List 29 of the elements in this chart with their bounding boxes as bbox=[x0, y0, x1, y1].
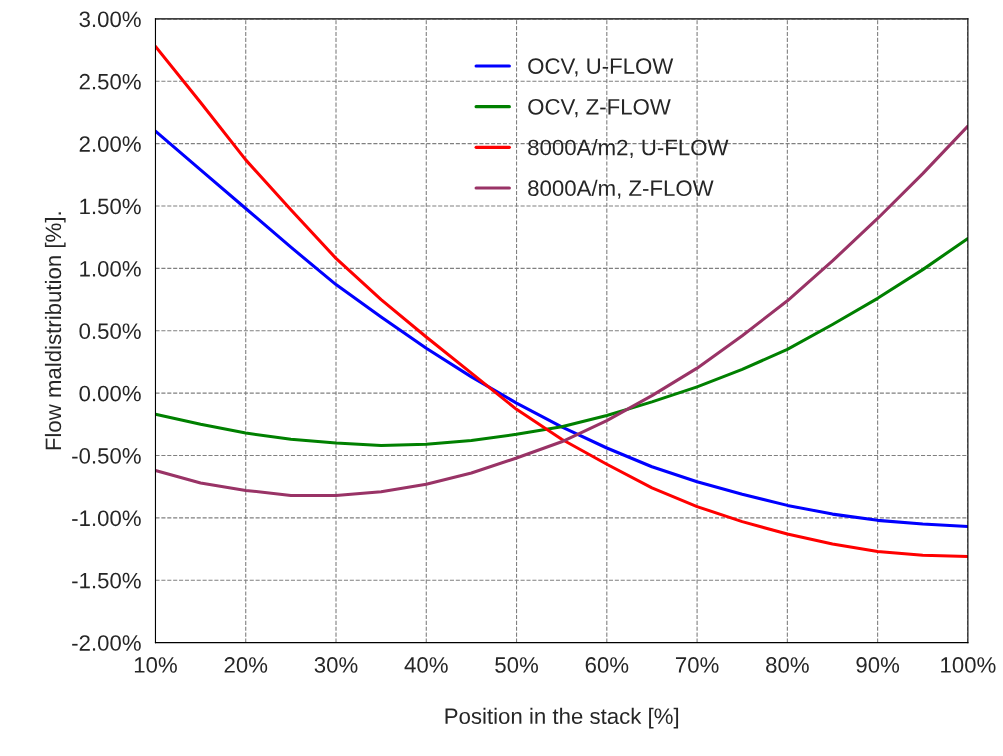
x-tick-label: 70% bbox=[675, 657, 719, 673]
y-tick-label: -1.00% bbox=[72, 510, 141, 527]
y-tick-label: 2.00% bbox=[79, 136, 141, 152]
x-tick-label: 90% bbox=[856, 657, 900, 673]
line-series bbox=[155, 236, 968, 448]
line-series bbox=[155, 44, 968, 559]
x-tick-label: 30% bbox=[314, 657, 358, 673]
y-tick-label: -2.00% bbox=[72, 635, 141, 651]
x-tick-label: 80% bbox=[766, 657, 809, 673]
x-axis-title: Position in the stack [%] bbox=[445, 707, 679, 729]
y-tick-label: 0.00% bbox=[79, 385, 141, 402]
x-tick-label: 50% bbox=[495, 657, 538, 673]
x-tick-label: 60% bbox=[585, 657, 629, 673]
x-tick-label: 40% bbox=[404, 657, 448, 673]
y-tick-label: 1.00% bbox=[80, 260, 141, 277]
y-tick-label: -1.50% bbox=[72, 572, 141, 589]
x-tick-label: 20% bbox=[224, 657, 268, 673]
y-tick-label: 2.50% bbox=[79, 73, 141, 90]
legend-label: 8000A/m2, U-FLOW bbox=[528, 139, 729, 158]
y-tick-label: 0.50% bbox=[79, 323, 141, 340]
y-tick-label: -0.50% bbox=[72, 448, 141, 464]
x-tick-label: 100% bbox=[941, 657, 996, 673]
legend-label: 8000A/m, Z-FLOW bbox=[528, 179, 714, 199]
x-tick-label: 10% bbox=[134, 657, 177, 673]
y-tick-label: 1.50% bbox=[80, 198, 141, 215]
legend-label: OCV, U-FLOW bbox=[528, 58, 674, 77]
y-axis-title: Flow maldistribution [%]. bbox=[44, 212, 66, 450]
y-tick-label: 3.00% bbox=[79, 11, 141, 28]
legend-label: OCV, Z-FLOW bbox=[528, 98, 671, 118]
